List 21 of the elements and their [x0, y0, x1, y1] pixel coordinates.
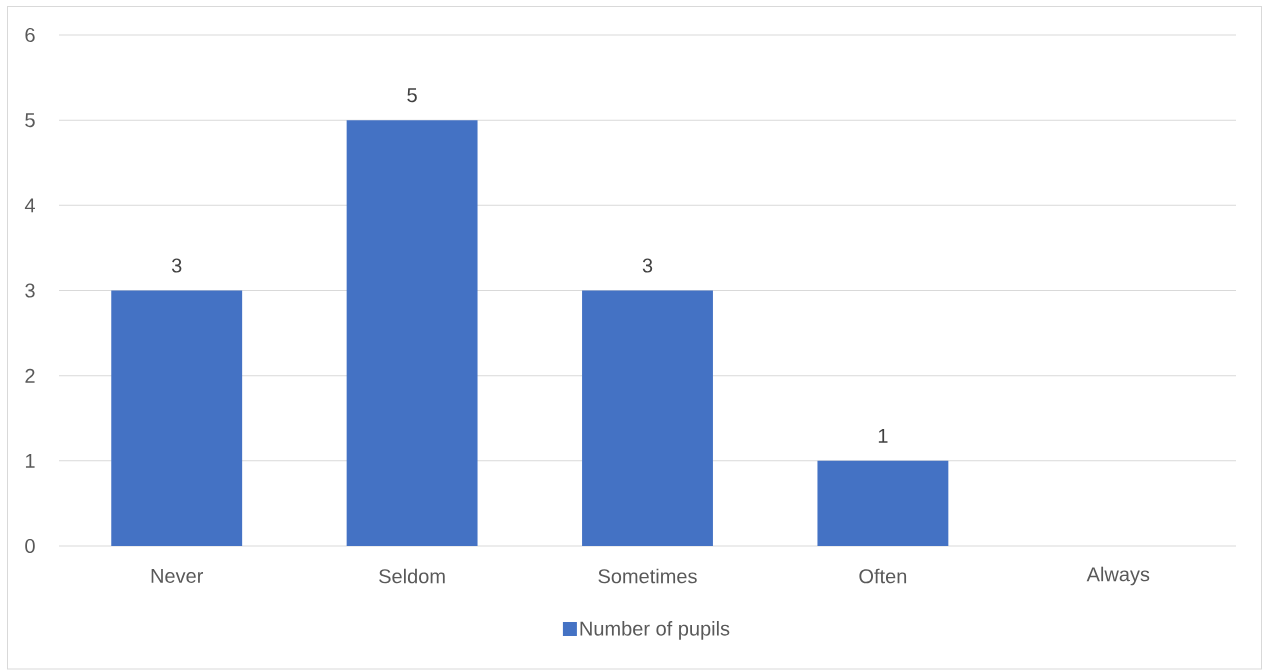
x-tick-label: Seldom	[379, 568, 445, 584]
bar	[111, 290, 243, 546]
bar	[817, 460, 949, 546]
y-tick-label: 1	[25, 453, 35, 468]
x-tick-label: Often	[859, 568, 907, 584]
bar	[346, 120, 478, 546]
y-tick-label: 0	[25, 538, 35, 554]
y-tick-label: 4	[24, 198, 35, 213]
legend-label: Number of pupils	[580, 620, 730, 640]
y-tick-label: 2	[25, 368, 35, 383]
data-label: 3	[171, 258, 182, 273]
data-label: 3	[642, 258, 653, 273]
y-tick-label: 3	[25, 283, 35, 298]
data-label: 1	[878, 428, 888, 443]
y-tick-label: 5	[25, 113, 35, 128]
data-label: 5	[407, 88, 417, 103]
x-tick-label: Always	[1086, 566, 1150, 586]
x-tick-label: Never	[151, 569, 204, 583]
y-tick-label: 6	[25, 27, 35, 43]
x-tick-label: Sometimes	[598, 568, 697, 584]
bar	[582, 290, 713, 546]
